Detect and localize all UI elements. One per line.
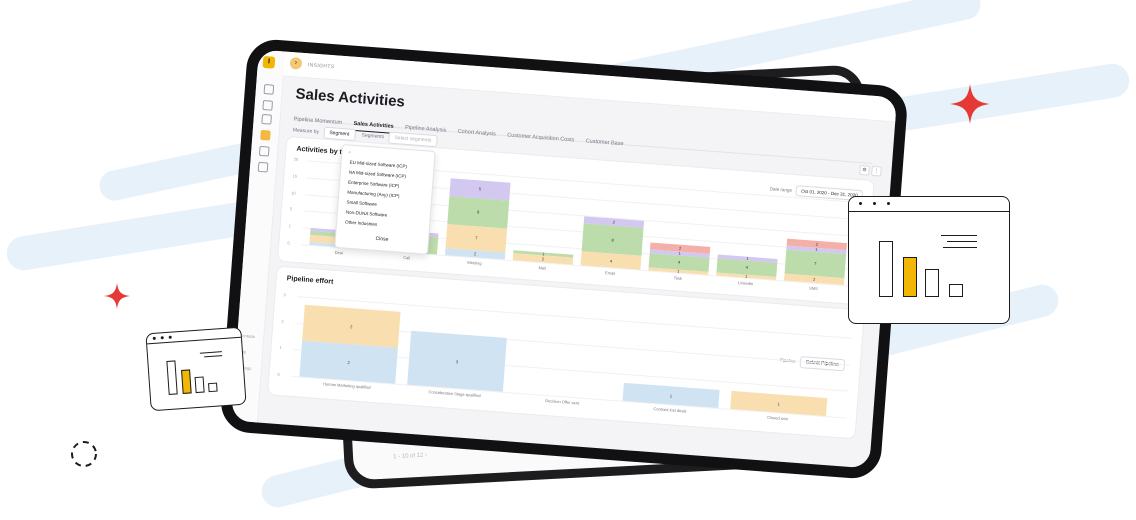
window-dot xyxy=(873,202,876,205)
kebab-icon[interactable]: ⋮ xyxy=(871,165,882,177)
text-line xyxy=(947,241,977,242)
dropdown-option[interactable]: Manufacturing (Any) (ICP) xyxy=(347,189,400,199)
window-titlebar xyxy=(849,197,1009,212)
y-tick-label: 0 xyxy=(287,240,290,246)
measure-label: Measure by xyxy=(292,127,320,136)
y-tick-label: 0 xyxy=(277,371,280,378)
tab-customer-acquisition-costs[interactable]: Customer Acquisition Costs xyxy=(506,132,575,144)
illustration-bar xyxy=(208,382,218,393)
loading-icon xyxy=(71,441,97,467)
window-dot xyxy=(887,202,890,205)
dropdown-option[interactable]: Non-DUNA Software xyxy=(345,209,388,218)
y-tick-label: 10 xyxy=(291,189,296,196)
illustration-bar xyxy=(925,269,939,297)
users-icon[interactable] xyxy=(258,145,270,157)
chart-illustration xyxy=(848,196,1010,324)
chart-icon[interactable] xyxy=(262,99,274,111)
window-dot xyxy=(859,202,862,205)
gear-icon[interactable]: ⚙ xyxy=(859,164,870,176)
bar-stack[interactable]: 1 xyxy=(622,321,725,408)
text-line xyxy=(941,235,977,236)
segments-dropdown: ⌕ EU Mid-sized Software (ICP) NA Mid-siz… xyxy=(334,144,436,255)
dropdown-option[interactable]: NA Mid-sized Software (ICP) xyxy=(348,169,407,179)
illustration-bar xyxy=(166,360,178,395)
page-title: Sales Activities xyxy=(294,85,406,111)
sparkle-icon xyxy=(104,283,130,309)
y-tick-label: 20 xyxy=(293,156,299,162)
illustration-bar xyxy=(194,376,205,394)
dropdown-option[interactable]: EU Mid-sized Software (ICP) xyxy=(349,159,408,169)
y-tick-label: 2 xyxy=(281,318,284,324)
illustration-bar xyxy=(903,257,917,297)
chart-illustration xyxy=(145,326,247,412)
bar-segment: 1 xyxy=(622,382,720,408)
bar-segment: 8 xyxy=(581,223,644,256)
breadcrumb: INSIGHTS xyxy=(307,62,335,71)
text-line xyxy=(204,355,223,358)
search-icon[interactable]: ⌕ xyxy=(348,149,352,156)
illustration-bar xyxy=(181,369,192,394)
y-tick-label: 3 xyxy=(283,292,286,298)
tab-cohort-analysis[interactable]: Cohort Analysis xyxy=(457,128,496,138)
dropdown-option[interactable]: Small Software xyxy=(346,199,378,207)
text-line xyxy=(199,351,222,354)
pagination-text: 1 - 10 of 12 › xyxy=(392,452,428,461)
avatar[interactable]: › xyxy=(289,56,303,70)
top-bar: › INSIGHTS xyxy=(282,51,898,123)
bar-segment: 3 xyxy=(407,330,507,392)
sparkle-icon xyxy=(950,84,990,124)
list-icon[interactable] xyxy=(261,113,272,125)
bar-stack[interactable]: 3 xyxy=(407,305,509,392)
bar-segment: 2 xyxy=(299,340,398,384)
tablet-screen: I Contacts Help Settings › INSIGHTS Sale… xyxy=(219,37,909,481)
home-icon[interactable] xyxy=(263,84,275,95)
y-tick-label: 5 xyxy=(289,206,293,212)
bar-stack[interactable]: 1 xyxy=(730,329,832,417)
dropdown-option[interactable]: Other Industries xyxy=(344,219,378,227)
clock-icon[interactable] xyxy=(257,161,269,173)
segments-label: Segments xyxy=(361,132,385,141)
bar-stack[interactable] xyxy=(515,313,617,400)
bar-segment: 8 xyxy=(447,195,510,229)
bar-segment: 1 xyxy=(730,390,828,417)
close-button[interactable]: Close xyxy=(375,235,389,243)
app-logo[interactable]: I xyxy=(262,55,276,69)
y-tick-label: 1 xyxy=(279,345,282,351)
text-line xyxy=(943,247,977,248)
illustration-bar xyxy=(949,284,963,297)
y-tick-label: 1 xyxy=(288,223,292,229)
insights-icon[interactable] xyxy=(260,129,271,141)
tab-customer-base[interactable]: Customer Base xyxy=(585,138,624,148)
dropdown-option[interactable]: Enterprise Software (ICP) xyxy=(347,179,400,189)
y-tick-label: 15 xyxy=(292,173,298,179)
illustration-bar xyxy=(879,241,893,297)
